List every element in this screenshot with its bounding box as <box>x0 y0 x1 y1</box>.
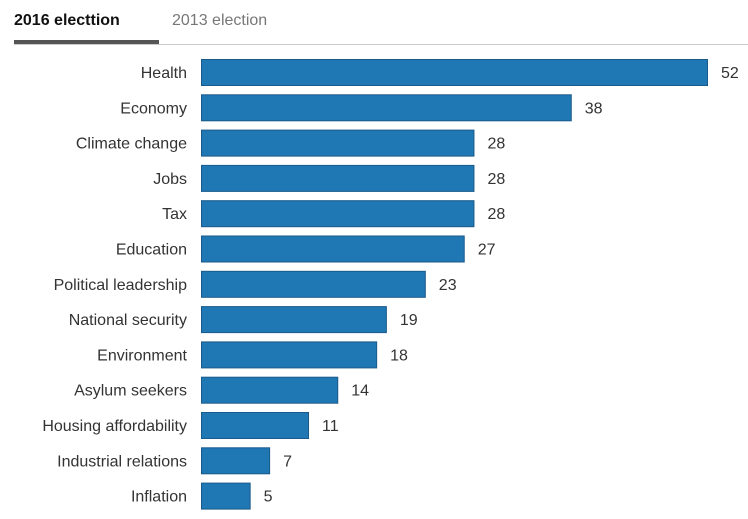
category-label: Climate change <box>76 136 187 153</box>
bar <box>201 447 271 475</box>
bar <box>201 306 387 334</box>
value-label: 28 <box>487 171 505 188</box>
category-label: Environment <box>97 347 187 364</box>
bar <box>201 482 251 510</box>
value-label: 23 <box>439 277 457 294</box>
bar <box>201 341 378 369</box>
category-label: Health <box>141 65 187 82</box>
category-label: Economy <box>120 100 187 117</box>
bar <box>201 235 465 263</box>
bar-group: Education 27 <box>116 235 496 263</box>
bar-group: Asylum seekers 14 <box>74 376 369 404</box>
category-label: Political leadership <box>54 277 188 294</box>
bar <box>201 376 339 404</box>
tab-2016-election[interactable]: 2016 electtion <box>14 12 120 29</box>
value-label: 28 <box>487 136 505 153</box>
value-label: 14 <box>351 383 369 400</box>
value-label: 11 <box>322 418 339 435</box>
bar-group: Inflation 5 <box>131 482 273 510</box>
bar <box>201 129 475 157</box>
value-label: 18 <box>390 347 408 364</box>
bar-group: Industrial relations 7 <box>57 447 292 475</box>
tab-2013-election[interactable]: 2013 election <box>172 12 268 29</box>
bar-group: Climate change 28 <box>76 129 505 157</box>
value-label: 28 <box>487 206 505 223</box>
value-label: 5 <box>264 489 273 506</box>
bar-group: Economy 38 <box>120 94 603 122</box>
category-label: Housing affordability <box>42 418 187 435</box>
category-label: Asylum seekers <box>74 383 187 400</box>
bar <box>201 200 475 228</box>
bar <box>201 270 426 298</box>
bar-group: National security 19 <box>69 306 418 334</box>
bar <box>201 59 708 86</box>
value-label: 38 <box>585 100 603 117</box>
bar-group: Health 52 <box>141 59 739 86</box>
bar <box>201 412 310 439</box>
value-label: 52 <box>721 65 739 82</box>
bar-group: Jobs 28 <box>153 164 505 192</box>
category-label: Jobs <box>153 171 187 188</box>
bar <box>201 94 572 122</box>
election-tabs <box>14 0 748 45</box>
bar-group: Housing affordability 11 <box>42 412 339 439</box>
value-label: 27 <box>478 242 496 259</box>
category-label: National security <box>69 312 187 329</box>
bar-group: Political leadership 23 <box>54 270 457 298</box>
value-label: 7 <box>283 453 292 470</box>
category-label: Tax <box>162 206 187 223</box>
bar <box>201 164 475 192</box>
value-label: 19 <box>400 312 418 329</box>
category-label: Education <box>116 242 187 259</box>
active-tab-indicator <box>14 40 159 44</box>
bar-group: Tax 28 <box>162 200 505 228</box>
category-label: Inflation <box>131 489 187 506</box>
category-label: Industrial relations <box>57 453 187 470</box>
bar-group: Environment 18 <box>97 341 408 369</box>
